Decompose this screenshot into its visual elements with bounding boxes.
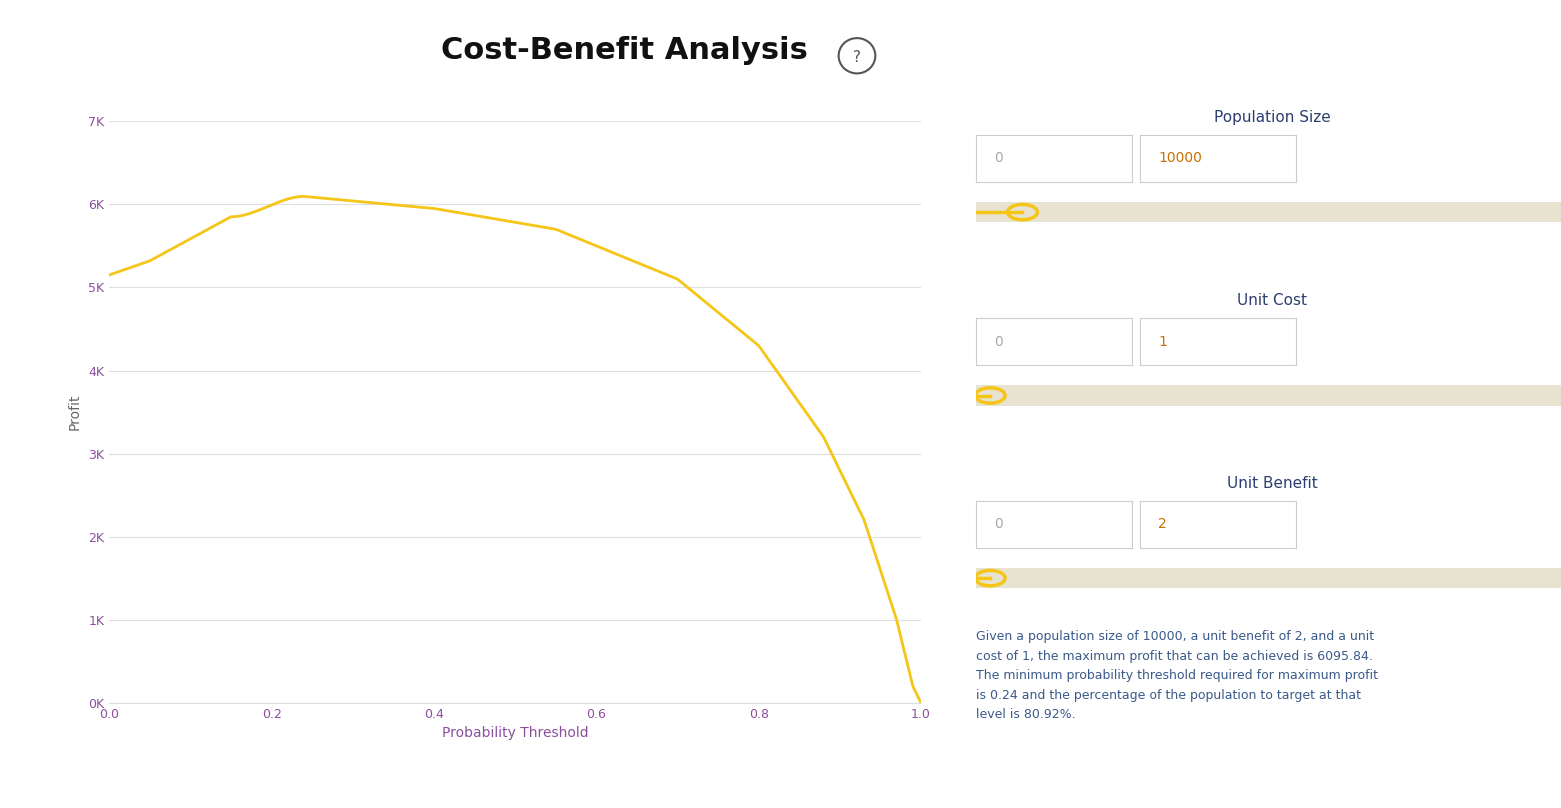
Text: Given a population size of 10000, a unit benefit of 2, and a unit
cost of 1, the: Given a population size of 10000, a unit…	[976, 630, 1378, 722]
Text: 10000: 10000	[1158, 151, 1202, 166]
Text: Population Size: Population Size	[1214, 110, 1330, 124]
Y-axis label: Profit: Profit	[67, 393, 81, 431]
Text: 0: 0	[994, 335, 1004, 349]
X-axis label: Probability Threshold: Probability Threshold	[442, 726, 588, 740]
Text: ?: ?	[852, 49, 862, 65]
Text: 0: 0	[994, 517, 1004, 532]
Text: Unit Benefit: Unit Benefit	[1227, 476, 1317, 490]
Text: Unit Cost: Unit Cost	[1238, 293, 1307, 308]
Text: 0: 0	[994, 151, 1004, 166]
Text: Cost-Benefit Analysis: Cost-Benefit Analysis	[440, 36, 809, 65]
Text: 2: 2	[1158, 517, 1168, 532]
Text: 1: 1	[1158, 335, 1168, 349]
